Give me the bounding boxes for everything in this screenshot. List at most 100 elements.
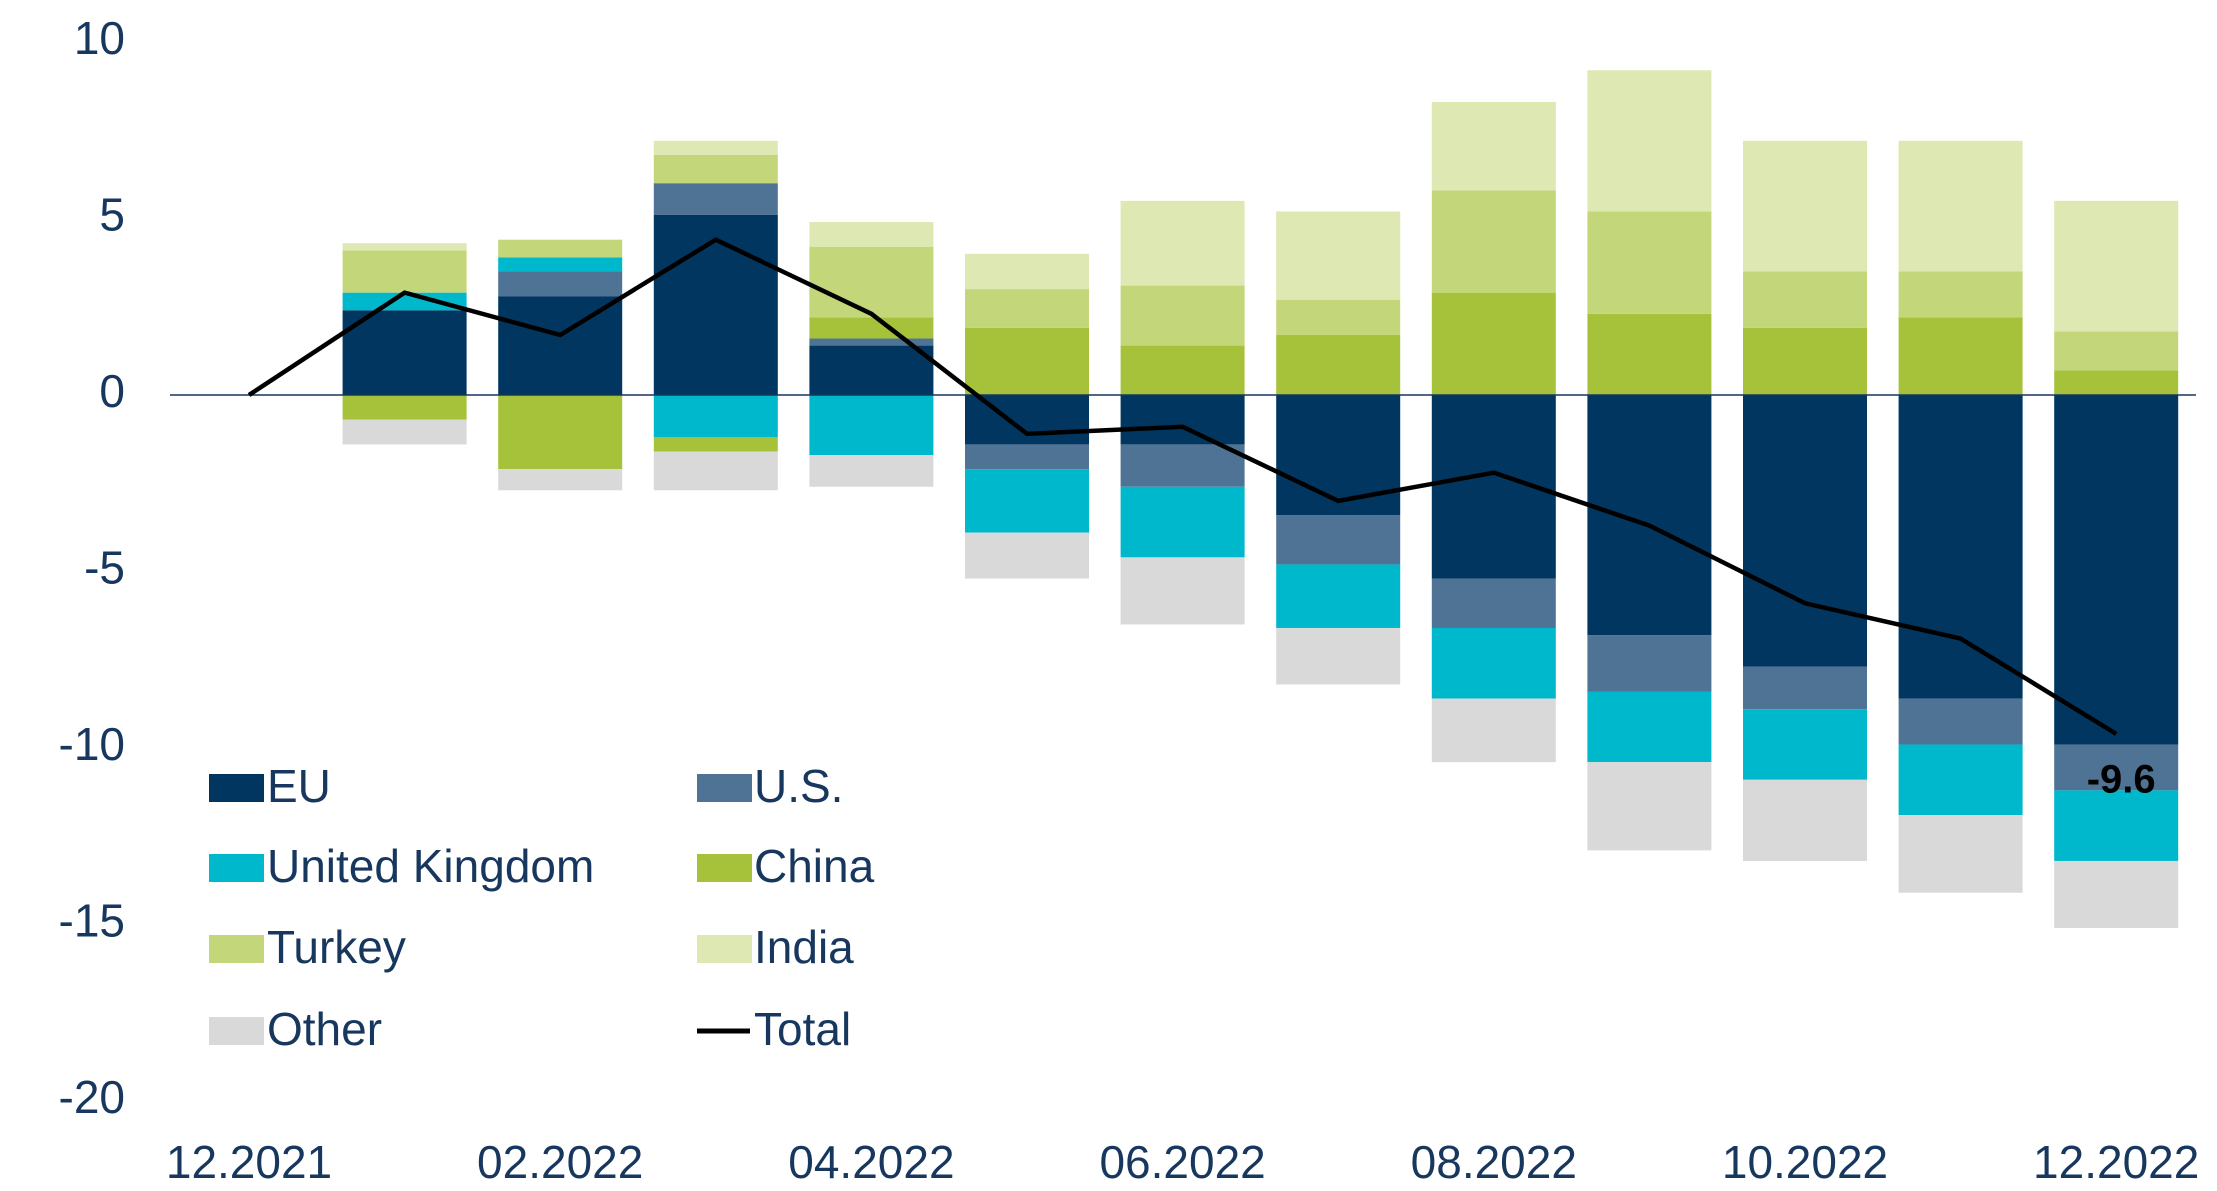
bar-segment bbox=[1120, 486, 1245, 558]
bar-segment bbox=[2054, 370, 2179, 395]
legend-label: Total bbox=[754, 1003, 851, 1055]
legend-swatch bbox=[209, 774, 264, 802]
bar-segment bbox=[1587, 211, 1712, 314]
bar-segment bbox=[809, 338, 934, 346]
bar-segment bbox=[1276, 564, 1401, 628]
bar-segment bbox=[1431, 578, 1556, 628]
bar-segment bbox=[1587, 635, 1712, 692]
legend-label: India bbox=[754, 921, 854, 973]
x-tick-label: 08.2022 bbox=[1411, 1136, 1577, 1188]
bar-segment bbox=[1120, 285, 1245, 346]
bar-segment bbox=[1898, 317, 2023, 395]
x-tick-label: 06.2022 bbox=[1099, 1136, 1265, 1188]
bar-segment bbox=[2054, 860, 2179, 929]
bar-segment bbox=[1743, 666, 1867, 710]
bar-segment bbox=[1587, 70, 1712, 212]
legend-label: U.S. bbox=[754, 760, 843, 812]
bar-segment bbox=[1587, 691, 1712, 763]
bar-segment bbox=[2054, 790, 2179, 861]
bar-segment bbox=[2054, 395, 2179, 745]
bar-segment bbox=[809, 246, 934, 318]
bar-segment bbox=[1276, 334, 1401, 395]
bar-segment bbox=[965, 444, 1089, 470]
bar-segment bbox=[1587, 395, 1712, 636]
bar-segment bbox=[498, 239, 623, 258]
bar-segment bbox=[965, 253, 1089, 290]
legend-swatch bbox=[209, 1017, 264, 1045]
bar-segment bbox=[653, 183, 778, 215]
bar-segment bbox=[1276, 627, 1401, 685]
bar-segment bbox=[1120, 557, 1245, 625]
bar-segment bbox=[342, 310, 467, 395]
bar-segment bbox=[1431, 627, 1556, 699]
bar-segment bbox=[653, 154, 778, 184]
bar-segment bbox=[498, 395, 623, 470]
legend-label: China bbox=[754, 840, 875, 892]
y-tick-label: 0 bbox=[99, 365, 125, 417]
bar-segment bbox=[1276, 299, 1401, 335]
legend-swatch bbox=[697, 935, 752, 963]
bar-segment bbox=[965, 327, 1089, 395]
bar-segment bbox=[2054, 200, 2179, 332]
bar-segment bbox=[1120, 200, 1245, 286]
bar-segment bbox=[1898, 815, 2023, 893]
bar-segment bbox=[1898, 698, 2023, 745]
bar-segment bbox=[1431, 102, 1556, 191]
bar-segment bbox=[342, 250, 467, 293]
bar-segment bbox=[342, 419, 467, 445]
x-tick-label: 12.2022 bbox=[2033, 1136, 2199, 1188]
bar-segment bbox=[1431, 190, 1556, 293]
y-tick-label: -20 bbox=[59, 1071, 125, 1123]
data-label: -9.6 bbox=[2087, 757, 2156, 801]
bar-segment bbox=[1587, 313, 1712, 395]
y-tick-label: -15 bbox=[59, 895, 125, 947]
x-tick-label: 02.2022 bbox=[477, 1136, 643, 1188]
y-tick-label: -10 bbox=[59, 718, 125, 770]
bar-segment bbox=[498, 469, 623, 491]
bar-segment bbox=[498, 296, 623, 395]
bar-segment bbox=[1743, 395, 1867, 667]
bar-segment bbox=[809, 222, 934, 247]
legend-label: Turkey bbox=[267, 921, 406, 973]
total-line bbox=[247, 237, 2118, 736]
legend-swatch bbox=[209, 935, 264, 963]
bar-segment bbox=[1120, 345, 1245, 395]
bar-segment bbox=[498, 271, 623, 297]
bar-segment bbox=[1898, 744, 2023, 816]
bar-segment bbox=[965, 289, 1089, 328]
bar-segment bbox=[809, 317, 934, 339]
bar-segment bbox=[498, 257, 623, 272]
bar-segment bbox=[1743, 271, 1867, 328]
bar-segment bbox=[2054, 744, 2179, 791]
y-tick-label: 10 bbox=[74, 12, 125, 64]
x-tick-label: 04.2022 bbox=[788, 1136, 954, 1188]
legend-label: United Kingdom bbox=[267, 840, 594, 892]
bar-segment bbox=[653, 451, 778, 491]
bar-segment bbox=[1898, 271, 2023, 318]
bar-segment bbox=[342, 243, 467, 251]
bar-segment bbox=[1743, 140, 1867, 272]
legend-swatch bbox=[697, 774, 752, 802]
bar-segment bbox=[653, 437, 778, 452]
legend-swatch bbox=[697, 854, 752, 882]
bar-segment bbox=[1431, 698, 1556, 763]
bar-segment bbox=[1276, 211, 1401, 300]
bar-segment bbox=[342, 292, 467, 311]
x-tick-label: 10.2022 bbox=[1722, 1136, 1888, 1188]
bar-segment bbox=[965, 469, 1089, 533]
bar-segment bbox=[653, 214, 778, 395]
bar-segment bbox=[1587, 762, 1712, 851]
bar-segment bbox=[1431, 292, 1556, 395]
x-tick-label: 12.2021 bbox=[166, 1136, 332, 1188]
bar-segment bbox=[1743, 709, 1867, 780]
y-tick-label: 5 bbox=[99, 189, 125, 241]
bar-segment bbox=[965, 532, 1089, 579]
legend-label: EU bbox=[267, 760, 331, 812]
bar-segment bbox=[653, 140, 778, 155]
bar-segment bbox=[1898, 140, 2023, 272]
bar-segment bbox=[1120, 444, 1245, 487]
bar-segment bbox=[2054, 331, 2179, 371]
bar-segment bbox=[1898, 395, 2023, 699]
bar-segment bbox=[342, 395, 467, 420]
